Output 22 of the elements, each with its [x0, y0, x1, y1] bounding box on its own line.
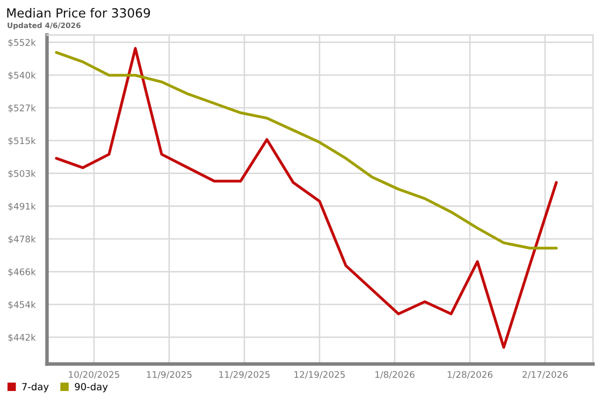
x-tick-label: 12/19/2025 [294, 371, 345, 379]
y-tick-label: $491k [8, 202, 36, 211]
y-tick-label: $527k [8, 104, 36, 113]
y-tick-label: $478k [8, 235, 36, 244]
y-tick-label: $454k [8, 300, 36, 310]
line-series [55, 51, 558, 250]
y-tick-label: $466k [8, 268, 36, 276]
x-tick-label: 1/8/2026 [375, 371, 414, 379]
x-tick-label: 2/17/2026 [522, 371, 568, 379]
x-tick-label: 11/9/2025 [147, 371, 192, 379]
chart-title: Median Price for 33069 [7, 8, 150, 18]
x-tick-label: 11/29/2025 [219, 371, 270, 379]
legend-label: 90-day [74, 382, 108, 392]
y-tick-label: $442k [8, 334, 36, 342]
x-tick-label: 1/28/2026 [448, 371, 492, 379]
legend-label: 7-day [22, 382, 49, 392]
y-tick-label: $552k [8, 38, 36, 48]
y-tick-label: $503k [8, 170, 36, 178]
line-series [55, 47, 558, 349]
y-tick-label: $540k [8, 72, 36, 80]
y-tick-label: $515k [8, 137, 36, 146]
x-tick-label: 10/20/2025 [68, 371, 120, 379]
